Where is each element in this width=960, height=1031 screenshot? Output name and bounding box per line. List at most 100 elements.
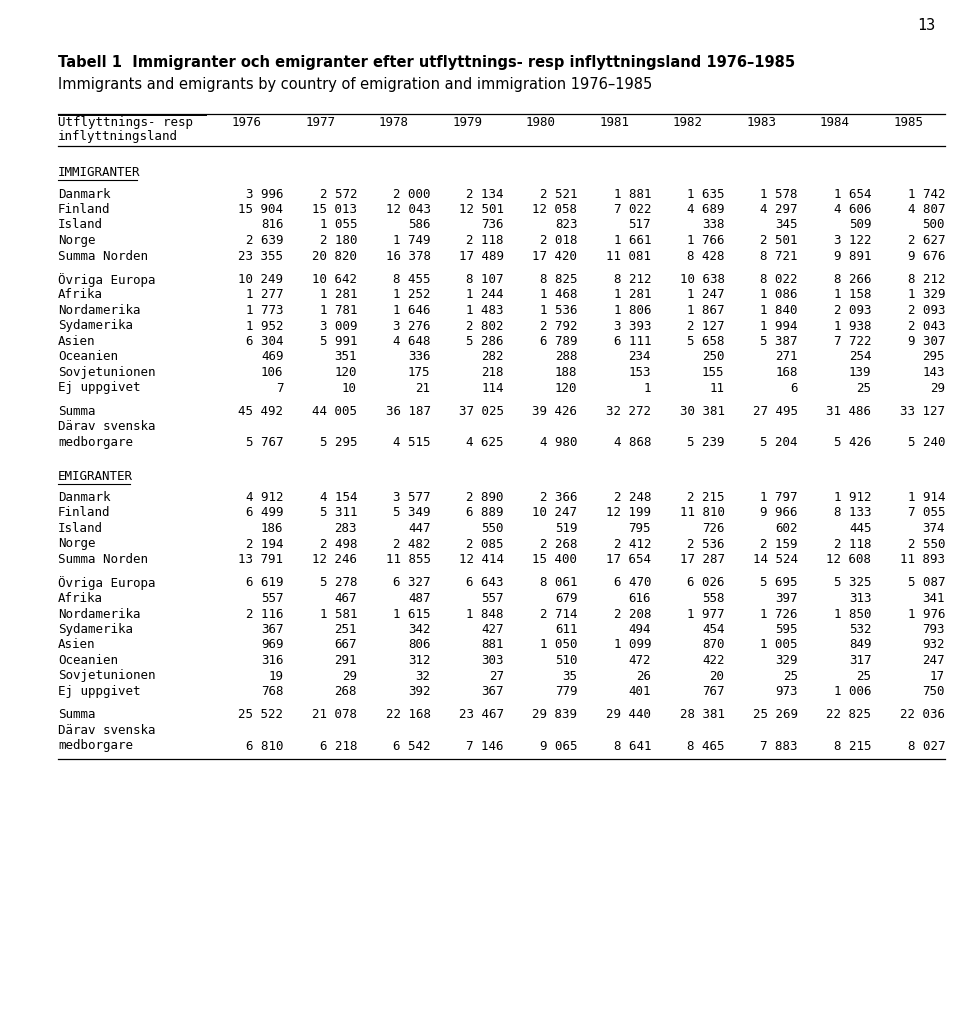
Text: 22 168: 22 168 bbox=[386, 708, 430, 722]
Text: 1 952: 1 952 bbox=[246, 320, 283, 333]
Text: 736: 736 bbox=[482, 219, 504, 232]
Text: 6 499: 6 499 bbox=[246, 506, 283, 520]
Text: 4 868: 4 868 bbox=[613, 436, 651, 448]
Text: 1 536: 1 536 bbox=[540, 304, 578, 317]
Text: 188: 188 bbox=[555, 366, 578, 379]
Text: 20: 20 bbox=[709, 669, 725, 683]
Text: 5 325: 5 325 bbox=[834, 576, 872, 590]
Text: Island: Island bbox=[58, 219, 103, 232]
Text: 1 006: 1 006 bbox=[834, 685, 872, 698]
Text: 25 269: 25 269 bbox=[753, 708, 798, 722]
Text: 6 789: 6 789 bbox=[540, 335, 578, 348]
Text: 153: 153 bbox=[629, 366, 651, 379]
Text: 13: 13 bbox=[917, 18, 935, 33]
Text: 4 297: 4 297 bbox=[760, 203, 798, 217]
Text: 23 467: 23 467 bbox=[459, 708, 504, 722]
Text: 3 276: 3 276 bbox=[393, 320, 430, 333]
Text: 1 329: 1 329 bbox=[907, 289, 945, 301]
Text: 342: 342 bbox=[408, 623, 430, 636]
Text: 329: 329 bbox=[776, 654, 798, 667]
Text: 870: 870 bbox=[702, 638, 725, 652]
Text: 558: 558 bbox=[702, 592, 725, 605]
Text: 557: 557 bbox=[482, 592, 504, 605]
Text: 8 027: 8 027 bbox=[907, 739, 945, 753]
Text: 17: 17 bbox=[930, 669, 945, 683]
Text: 5 278: 5 278 bbox=[320, 576, 357, 590]
Text: 1980: 1980 bbox=[526, 117, 556, 129]
Text: 750: 750 bbox=[923, 685, 945, 698]
Text: 1 848: 1 848 bbox=[467, 607, 504, 621]
Text: 8 061: 8 061 bbox=[540, 576, 578, 590]
Text: 37 025: 37 025 bbox=[459, 405, 504, 418]
Text: 1 646: 1 646 bbox=[393, 304, 430, 317]
Text: 4 648: 4 648 bbox=[393, 335, 430, 348]
Text: 4 980: 4 980 bbox=[540, 436, 578, 448]
Text: 21: 21 bbox=[416, 381, 430, 395]
Text: 10 638: 10 638 bbox=[680, 273, 725, 286]
Text: 2 482: 2 482 bbox=[393, 537, 430, 551]
Text: 143: 143 bbox=[923, 366, 945, 379]
Text: 8 455: 8 455 bbox=[393, 273, 430, 286]
Text: 2 536: 2 536 bbox=[687, 537, 725, 551]
Text: 557: 557 bbox=[261, 592, 283, 605]
Text: 510: 510 bbox=[555, 654, 578, 667]
Text: 1979: 1979 bbox=[452, 117, 482, 129]
Text: 8 022: 8 022 bbox=[760, 273, 798, 286]
Text: 168: 168 bbox=[776, 366, 798, 379]
Text: Asien: Asien bbox=[58, 335, 95, 348]
Text: 155: 155 bbox=[702, 366, 725, 379]
Text: 6 542: 6 542 bbox=[393, 739, 430, 753]
Text: 25: 25 bbox=[856, 381, 872, 395]
Text: 616: 616 bbox=[629, 592, 651, 605]
Text: 2 194: 2 194 bbox=[246, 537, 283, 551]
Text: 8 266: 8 266 bbox=[834, 273, 872, 286]
Text: Summa Norden: Summa Norden bbox=[58, 250, 148, 263]
Text: 7 883: 7 883 bbox=[760, 739, 798, 753]
Text: Tabell 1  Immigranter och emigranter efter utflyttnings- resp inflyttningsland 1: Tabell 1 Immigranter och emigranter efte… bbox=[58, 55, 795, 70]
Text: 679: 679 bbox=[555, 592, 578, 605]
Text: 22 825: 22 825 bbox=[827, 708, 872, 722]
Text: Norge: Norge bbox=[58, 537, 95, 551]
Text: 9 966: 9 966 bbox=[760, 506, 798, 520]
Text: inflyttningsland: inflyttningsland bbox=[58, 130, 178, 143]
Text: 795: 795 bbox=[629, 522, 651, 535]
Text: 12 608: 12 608 bbox=[827, 553, 872, 566]
Text: 12 414: 12 414 bbox=[459, 553, 504, 566]
Text: 5 767: 5 767 bbox=[246, 436, 283, 448]
Text: 288: 288 bbox=[555, 351, 578, 364]
Text: 768: 768 bbox=[261, 685, 283, 698]
Text: 1 867: 1 867 bbox=[687, 304, 725, 317]
Text: Sydamerika: Sydamerika bbox=[58, 623, 133, 636]
Text: 2 159: 2 159 bbox=[760, 537, 798, 551]
Text: 6 889: 6 889 bbox=[467, 506, 504, 520]
Text: 550: 550 bbox=[482, 522, 504, 535]
Text: 1 615: 1 615 bbox=[393, 607, 430, 621]
Text: 2 501: 2 501 bbox=[760, 234, 798, 247]
Text: 30 381: 30 381 bbox=[680, 405, 725, 418]
Text: 5 240: 5 240 bbox=[907, 436, 945, 448]
Text: 2 714: 2 714 bbox=[540, 607, 578, 621]
Text: 12 043: 12 043 bbox=[386, 203, 430, 217]
Text: 114: 114 bbox=[482, 381, 504, 395]
Text: 469: 469 bbox=[261, 351, 283, 364]
Text: 602: 602 bbox=[776, 522, 798, 535]
Text: 5 991: 5 991 bbox=[320, 335, 357, 348]
Text: medborgare: medborgare bbox=[58, 436, 133, 448]
Text: medborgare: medborgare bbox=[58, 739, 133, 753]
Text: 374: 374 bbox=[923, 522, 945, 535]
Text: 29: 29 bbox=[342, 669, 357, 683]
Text: 1 726: 1 726 bbox=[760, 607, 798, 621]
Text: 247: 247 bbox=[923, 654, 945, 667]
Text: EMIGRANTER: EMIGRANTER bbox=[58, 469, 133, 483]
Text: 36 187: 36 187 bbox=[386, 405, 430, 418]
Text: 1 977: 1 977 bbox=[687, 607, 725, 621]
Text: 32 272: 32 272 bbox=[606, 405, 651, 418]
Text: 1 281: 1 281 bbox=[613, 289, 651, 301]
Text: 14 524: 14 524 bbox=[753, 553, 798, 566]
Text: 39 426: 39 426 bbox=[533, 405, 578, 418]
Text: 303: 303 bbox=[482, 654, 504, 667]
Text: 532: 532 bbox=[849, 623, 872, 636]
Text: 1 994: 1 994 bbox=[760, 320, 798, 333]
Text: 1 881: 1 881 bbox=[613, 188, 651, 200]
Text: 13 791: 13 791 bbox=[238, 553, 283, 566]
